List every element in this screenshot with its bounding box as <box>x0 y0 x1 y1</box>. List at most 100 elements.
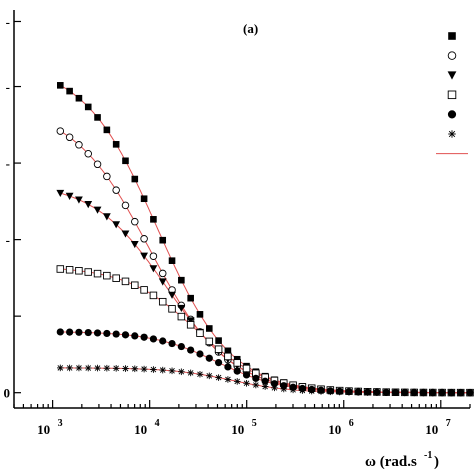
data-point <box>140 286 148 294</box>
marker-asterisk-stroke <box>57 365 64 371</box>
marker-open-circle <box>103 172 111 181</box>
data-point <box>121 277 130 286</box>
data-point <box>75 328 83 336</box>
marker-open-square <box>149 291 158 300</box>
x-tick-label: 10 <box>328 422 341 437</box>
marker-asterisk-stroke <box>355 389 362 396</box>
data-point <box>457 389 464 396</box>
marker-open-circle <box>75 141 83 149</box>
marker-open-square <box>56 265 65 273</box>
marker-filled-circle <box>103 329 111 338</box>
data-point <box>159 337 167 345</box>
x-tick-label: 10 <box>231 422 244 437</box>
marker-asterisk-stroke <box>206 373 213 379</box>
data-point <box>112 365 120 372</box>
marker-filled-square <box>196 311 204 318</box>
marker-open-square <box>93 269 102 278</box>
marker-filled-circle <box>168 339 176 348</box>
marker-filled-down-triangle <box>158 278 167 286</box>
marker-open-circle <box>149 252 158 260</box>
marker-filled-square <box>178 276 185 284</box>
marker-filled-circle <box>93 329 102 337</box>
data-point <box>75 94 83 102</box>
marker-asterisk-stroke <box>262 383 268 390</box>
marker-open-square <box>121 277 130 286</box>
data-point <box>187 346 195 354</box>
data-point <box>224 347 232 355</box>
data-point <box>140 365 148 373</box>
x-axis-title-sup: -1 <box>424 450 432 461</box>
legend-entry-4 <box>447 90 457 100</box>
marker-filled-circle <box>242 371 251 379</box>
x-tick-exponent: 4 <box>155 418 160 429</box>
legend-entry-5 <box>447 110 457 119</box>
data-point <box>215 337 222 344</box>
data-markers <box>56 82 474 397</box>
marker-filled-square <box>215 337 222 344</box>
data-point <box>392 389 399 396</box>
marker-asterisk-stroke <box>439 389 445 396</box>
data-point <box>327 388 334 396</box>
data-point <box>149 335 158 343</box>
data-point <box>150 366 157 373</box>
marker-asterisk-stroke <box>122 365 129 372</box>
data-point <box>178 368 185 376</box>
marker-open-circle <box>112 186 120 194</box>
marker-asterisk-stroke <box>150 366 157 373</box>
data-point <box>112 274 120 282</box>
data-point <box>84 364 92 372</box>
marker-filled-down-triangle <box>112 221 121 229</box>
x-axis-title-close: ) <box>434 454 439 470</box>
marker-filled-down-triangle <box>65 192 74 200</box>
marker-open-square <box>447 90 457 100</box>
data-point <box>112 330 120 338</box>
marker-filled-square <box>187 294 194 302</box>
marker-filled-circle <box>261 377 269 385</box>
marker-open-square <box>242 364 251 373</box>
marker-asterisk-stroke <box>346 389 352 395</box>
marker-filled-square <box>131 175 139 183</box>
marker-filled-down-triangle <box>56 189 65 198</box>
data-point <box>56 265 65 273</box>
x-tick-label: 10 <box>37 422 50 437</box>
marker-open-square <box>75 267 83 275</box>
data-point <box>214 358 223 367</box>
data-point <box>168 305 176 313</box>
fit-line-3 <box>60 192 470 394</box>
data-point <box>131 217 139 226</box>
data-point <box>121 230 130 238</box>
legend-entry-2 <box>447 51 457 60</box>
x-tick-exponent: 5 <box>252 418 257 429</box>
marker-open-square <box>65 266 74 274</box>
marker-asterisk-stroke <box>215 374 222 381</box>
marker-filled-down-triangle <box>168 291 176 299</box>
marker-filled-down-triangle <box>447 71 457 80</box>
data-point <box>308 387 316 395</box>
data-point <box>93 329 102 337</box>
data-point <box>178 276 185 284</box>
marker-asterisk-stroke <box>141 366 147 372</box>
legend-entry-3 <box>447 71 457 80</box>
marker-filled-down-triangle <box>140 252 149 260</box>
data-point <box>140 235 148 243</box>
marker-filled-circle <box>177 342 185 351</box>
marker-asterisk-stroke <box>420 389 427 396</box>
marker-filled-circle <box>214 358 223 367</box>
data-point <box>65 266 74 274</box>
marker-asterisk-stroke <box>411 389 417 396</box>
data-point <box>215 374 222 381</box>
marker-asterisk-stroke <box>448 130 456 138</box>
marker-asterisk-stroke <box>392 389 399 396</box>
marker-filled-circle <box>75 328 83 336</box>
marker-filled-down-triangle <box>121 230 130 238</box>
marker-filled-square <box>205 325 213 332</box>
x-tick-label: 10 <box>425 422 438 437</box>
y-tick-label: - <box>6 233 10 248</box>
marker-open-circle <box>131 217 139 226</box>
data-point <box>103 126 111 134</box>
data-point <box>187 294 194 302</box>
data-point <box>410 389 418 396</box>
marker-asterisk-stroke <box>94 365 101 371</box>
data-point <box>140 333 148 341</box>
marker-asterisk-stroke <box>280 386 287 392</box>
